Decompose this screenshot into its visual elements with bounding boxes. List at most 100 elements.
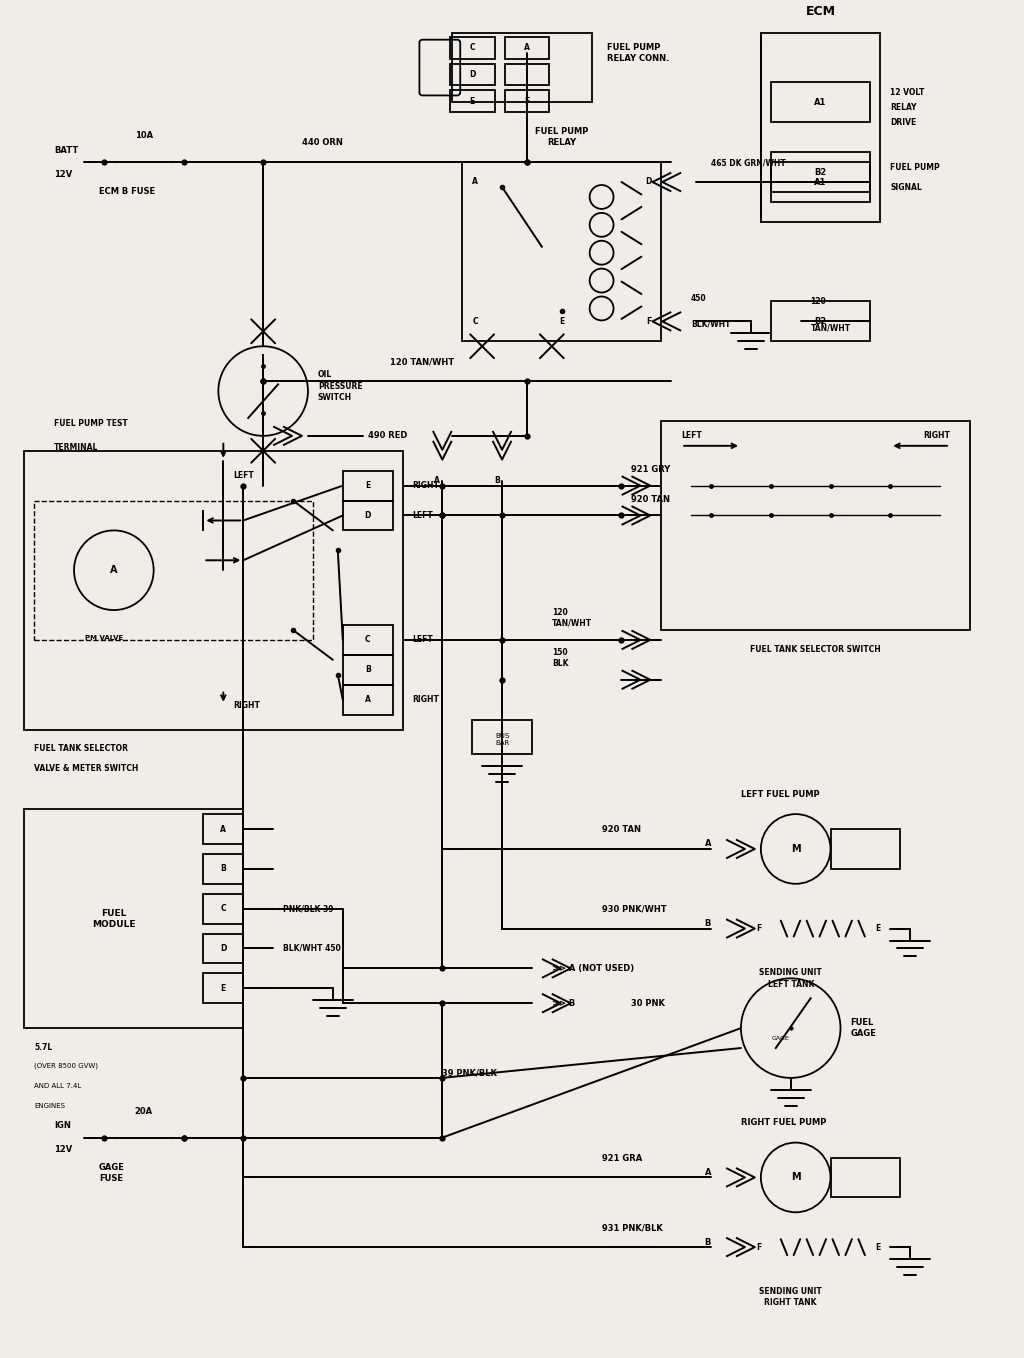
Bar	[450, 64, 495, 86]
Text: 5.7L: 5.7L	[34, 1043, 52, 1052]
Text: 10A: 10A	[134, 132, 153, 140]
Text: FUEL PUMP
RELAY CONN.: FUEL PUMP RELAY CONN.	[606, 42, 669, 62]
Text: TERMINAL: TERMINAL	[54, 443, 98, 452]
Text: SENDING UNIT
RIGHT TANK: SENDING UNIT RIGHT TANK	[760, 1287, 822, 1306]
Text: 921 GRY: 921 GRY	[632, 464, 671, 474]
Text: 12 VOLT: 12 VOLT	[890, 88, 925, 96]
Bar	[505, 91, 549, 113]
Text: F: F	[756, 923, 761, 933]
Text: GAGE
FUSE: GAGE FUSE	[99, 1162, 125, 1183]
Text: LEFT: LEFT	[413, 511, 433, 520]
Text: >> A (NOT USED): >> A (NOT USED)	[552, 964, 634, 972]
Bar	[771, 83, 870, 122]
Bar	[830, 828, 900, 869]
Text: FUEL TANK SELECTOR: FUEL TANK SELECTOR	[34, 744, 128, 754]
Bar	[204, 894, 244, 923]
Text: PM VALVE: PM VALVE	[85, 636, 123, 641]
Text: A: A	[705, 839, 711, 849]
Bar	[204, 933, 244, 963]
Text: LEFT: LEFT	[233, 471, 254, 479]
Text: 30 PNK: 30 PNK	[632, 998, 666, 1008]
Text: A: A	[472, 177, 478, 186]
Text: BLK/WHT: BLK/WHT	[691, 319, 731, 329]
Bar	[343, 684, 392, 714]
Text: A: A	[365, 695, 371, 705]
Text: B2: B2	[814, 167, 826, 177]
Text: FUEL
MODULE: FUEL MODULE	[92, 909, 135, 929]
Text: 12V: 12V	[54, 1145, 73, 1154]
Text: BLK/WHT 450: BLK/WHT 450	[283, 944, 341, 953]
Text: LEFT: LEFT	[681, 432, 702, 440]
Text: A: A	[524, 43, 529, 52]
Text: B: B	[705, 1237, 711, 1247]
Text: A: A	[220, 824, 226, 834]
Text: B: B	[365, 665, 371, 675]
Text: 930 PNK/WHT: 930 PNK/WHT	[601, 904, 667, 914]
Bar	[462, 162, 662, 341]
Bar	[472, 720, 531, 755]
Text: FUEL
GAGE: FUEL GAGE	[851, 1018, 877, 1038]
Text: BATT: BATT	[54, 145, 79, 155]
Bar	[204, 854, 244, 884]
Text: SIGNAL: SIGNAL	[890, 182, 922, 191]
Text: 490 RED: 490 RED	[368, 432, 408, 440]
Text: C: C	[365, 636, 371, 645]
Text: ECM: ECM	[806, 5, 836, 18]
Text: E: E	[876, 1243, 881, 1252]
Text: 920 TAN: 920 TAN	[601, 826, 641, 834]
Text: 921 GRA: 921 GRA	[601, 1153, 642, 1162]
Bar	[343, 501, 392, 531]
Text: FUEL PUMP: FUEL PUMP	[890, 163, 940, 171]
Bar	[771, 152, 870, 191]
Bar	[25, 809, 244, 1028]
Text: A1: A1	[814, 98, 826, 107]
Bar	[771, 301, 870, 341]
Text: F: F	[646, 318, 651, 326]
Bar	[34, 501, 313, 640]
Text: C: C	[469, 43, 475, 52]
Text: ENGINES: ENGINES	[34, 1103, 66, 1108]
Bar	[771, 162, 870, 202]
Text: RIGHT: RIGHT	[923, 432, 950, 440]
Text: E: E	[559, 318, 564, 326]
Text: 12V: 12V	[54, 170, 73, 178]
Text: M: M	[791, 1172, 801, 1183]
Text: A: A	[434, 475, 440, 485]
Bar	[761, 33, 881, 221]
Bar	[25, 451, 402, 729]
Text: 20A: 20A	[134, 1107, 153, 1116]
Text: D: D	[365, 511, 371, 520]
Text: E: E	[221, 983, 226, 993]
Bar	[343, 471, 392, 501]
Bar	[830, 1157, 900, 1198]
Bar	[662, 421, 970, 630]
Text: F: F	[524, 96, 529, 106]
Text: FUEL TANK SELECTOR SWITCH: FUEL TANK SELECTOR SWITCH	[751, 645, 881, 655]
Text: 120
TAN/WHT: 120 TAN/WHT	[552, 608, 592, 627]
Text: B2: B2	[814, 316, 826, 326]
Text: OIL
PRESSURE
SWITCH: OIL PRESSURE SWITCH	[317, 371, 362, 402]
Bar	[204, 813, 244, 843]
Text: RELAY: RELAY	[890, 103, 916, 111]
Text: M: M	[791, 843, 801, 854]
Text: FUEL PUMP TEST: FUEL PUMP TEST	[54, 420, 128, 428]
Bar	[343, 655, 392, 684]
Text: RIGHT: RIGHT	[233, 701, 260, 710]
Text: A1: A1	[814, 178, 826, 186]
Text: D: D	[220, 944, 226, 953]
Text: B: B	[705, 919, 711, 928]
Text: >> B: >> B	[552, 998, 575, 1008]
Bar	[450, 91, 495, 113]
Text: 150
BLK: 150 BLK	[552, 648, 568, 668]
Text: RIGHT FUEL PUMP: RIGHT FUEL PUMP	[741, 1118, 826, 1127]
Text: IGN: IGN	[54, 1122, 71, 1130]
Text: SENDING UNIT
LEFT TANK: SENDING UNIT LEFT TANK	[760, 968, 822, 989]
Text: DRIVE: DRIVE	[890, 118, 916, 126]
Text: D: D	[469, 71, 475, 79]
Text: A: A	[111, 565, 118, 576]
Text: GAGE: GAGE	[772, 1036, 790, 1040]
Text: VALVE & METER SWITCH: VALVE & METER SWITCH	[34, 765, 138, 773]
Text: RIGHT: RIGHT	[413, 481, 439, 490]
Text: LEFT FUEL PUMP: LEFT FUEL PUMP	[741, 790, 819, 799]
Text: AND ALL 7.4L: AND ALL 7.4L	[34, 1082, 82, 1089]
